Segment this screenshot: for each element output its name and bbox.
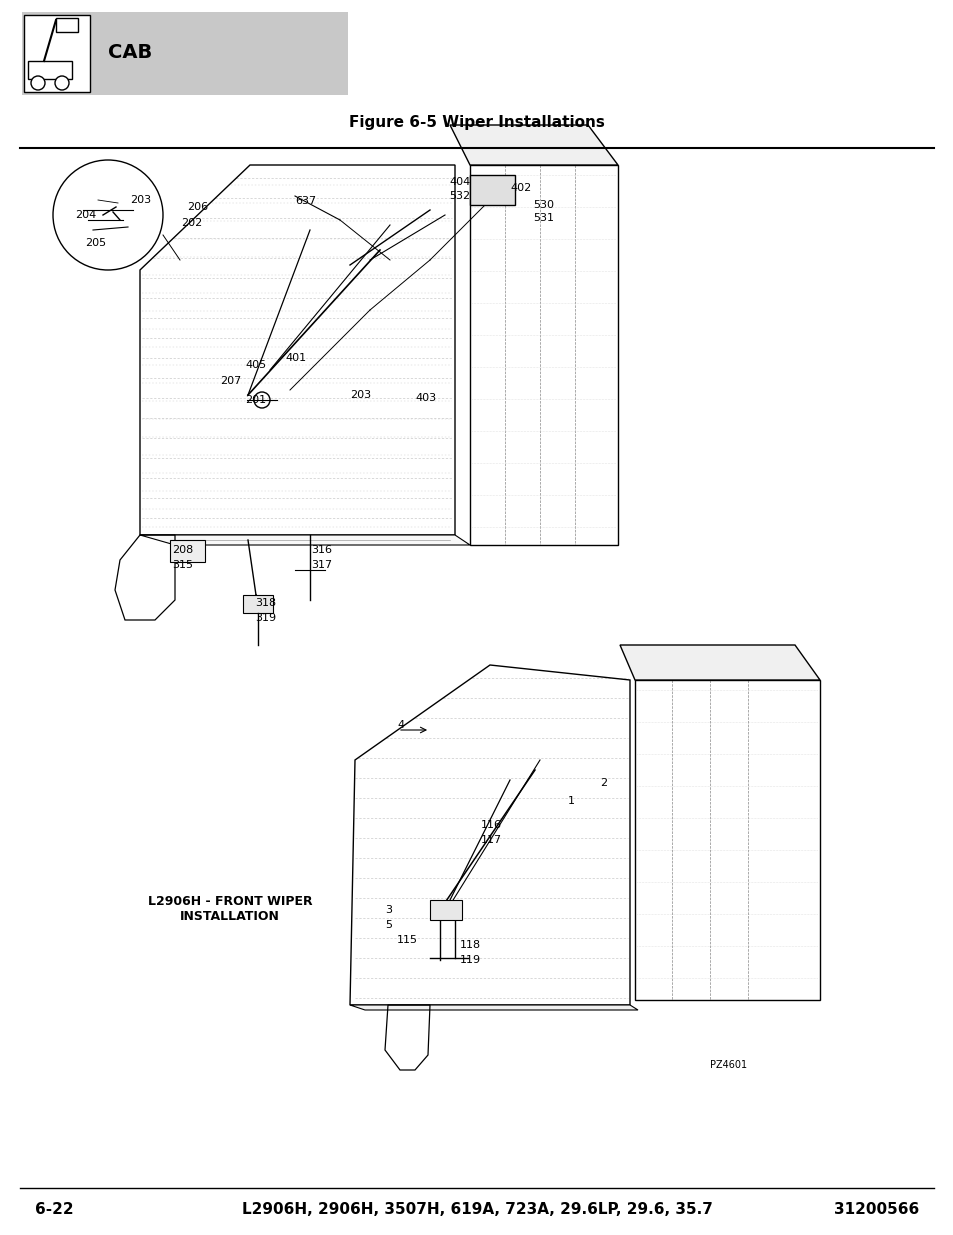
Text: 208: 208 — [172, 545, 193, 555]
Text: L2906H - FRONT WIPER
INSTALLATION: L2906H - FRONT WIPER INSTALLATION — [148, 895, 312, 923]
Text: 402: 402 — [510, 183, 531, 193]
Text: 401: 401 — [285, 353, 306, 363]
Text: 2: 2 — [599, 778, 606, 788]
Text: 204: 204 — [75, 210, 96, 220]
Polygon shape — [619, 645, 820, 680]
Text: 6-22: 6-22 — [35, 1203, 73, 1218]
Text: 115: 115 — [396, 935, 417, 945]
Bar — [22, 12, 348, 95]
Polygon shape — [140, 535, 470, 545]
Text: 5: 5 — [385, 920, 392, 930]
Polygon shape — [350, 1005, 638, 1010]
Text: 202: 202 — [181, 219, 202, 228]
Text: 203: 203 — [130, 195, 151, 205]
Text: 319: 319 — [254, 613, 275, 622]
Text: L2906H, 2906H, 3507H, 619A, 723A, 29.6LP, 29.6, 35.7: L2906H, 2906H, 3507H, 619A, 723A, 29.6LP… — [241, 1203, 712, 1218]
Bar — [470, 175, 515, 205]
Text: Figure 6-5 Wiper Installations: Figure 6-5 Wiper Installations — [349, 115, 604, 130]
Text: 119: 119 — [459, 955, 480, 965]
Text: 118: 118 — [459, 940, 480, 950]
Text: 532: 532 — [449, 191, 470, 201]
Bar — [170, 540, 205, 562]
Text: 205: 205 — [85, 238, 106, 248]
Text: 315: 315 — [172, 559, 193, 571]
Text: 31200566: 31200566 — [833, 1203, 918, 1218]
Text: 316: 316 — [311, 545, 332, 555]
Text: 404: 404 — [449, 177, 470, 186]
Text: 318: 318 — [254, 598, 275, 608]
Bar — [56, 19, 78, 32]
Text: 1: 1 — [567, 797, 575, 806]
Bar — [28, 61, 71, 79]
Circle shape — [30, 77, 45, 90]
Bar — [243, 595, 273, 613]
Text: 3: 3 — [385, 905, 392, 915]
Bar — [24, 15, 90, 91]
Text: 405: 405 — [245, 359, 266, 370]
Text: 116: 116 — [480, 820, 501, 830]
Text: 637: 637 — [294, 196, 315, 206]
Text: 117: 117 — [480, 835, 501, 845]
Bar — [430, 900, 461, 920]
Text: 531: 531 — [533, 212, 554, 224]
Polygon shape — [450, 125, 618, 165]
Text: CAB: CAB — [108, 43, 152, 63]
Text: PZ4601: PZ4601 — [709, 1060, 746, 1070]
Text: 203: 203 — [350, 390, 371, 400]
Text: 317: 317 — [311, 559, 332, 571]
Text: 201: 201 — [245, 395, 266, 405]
Circle shape — [55, 77, 69, 90]
Text: 207: 207 — [220, 375, 241, 387]
Text: 206: 206 — [187, 203, 208, 212]
Text: 530: 530 — [533, 200, 554, 210]
Text: 4: 4 — [396, 720, 404, 730]
Text: 403: 403 — [415, 393, 436, 403]
